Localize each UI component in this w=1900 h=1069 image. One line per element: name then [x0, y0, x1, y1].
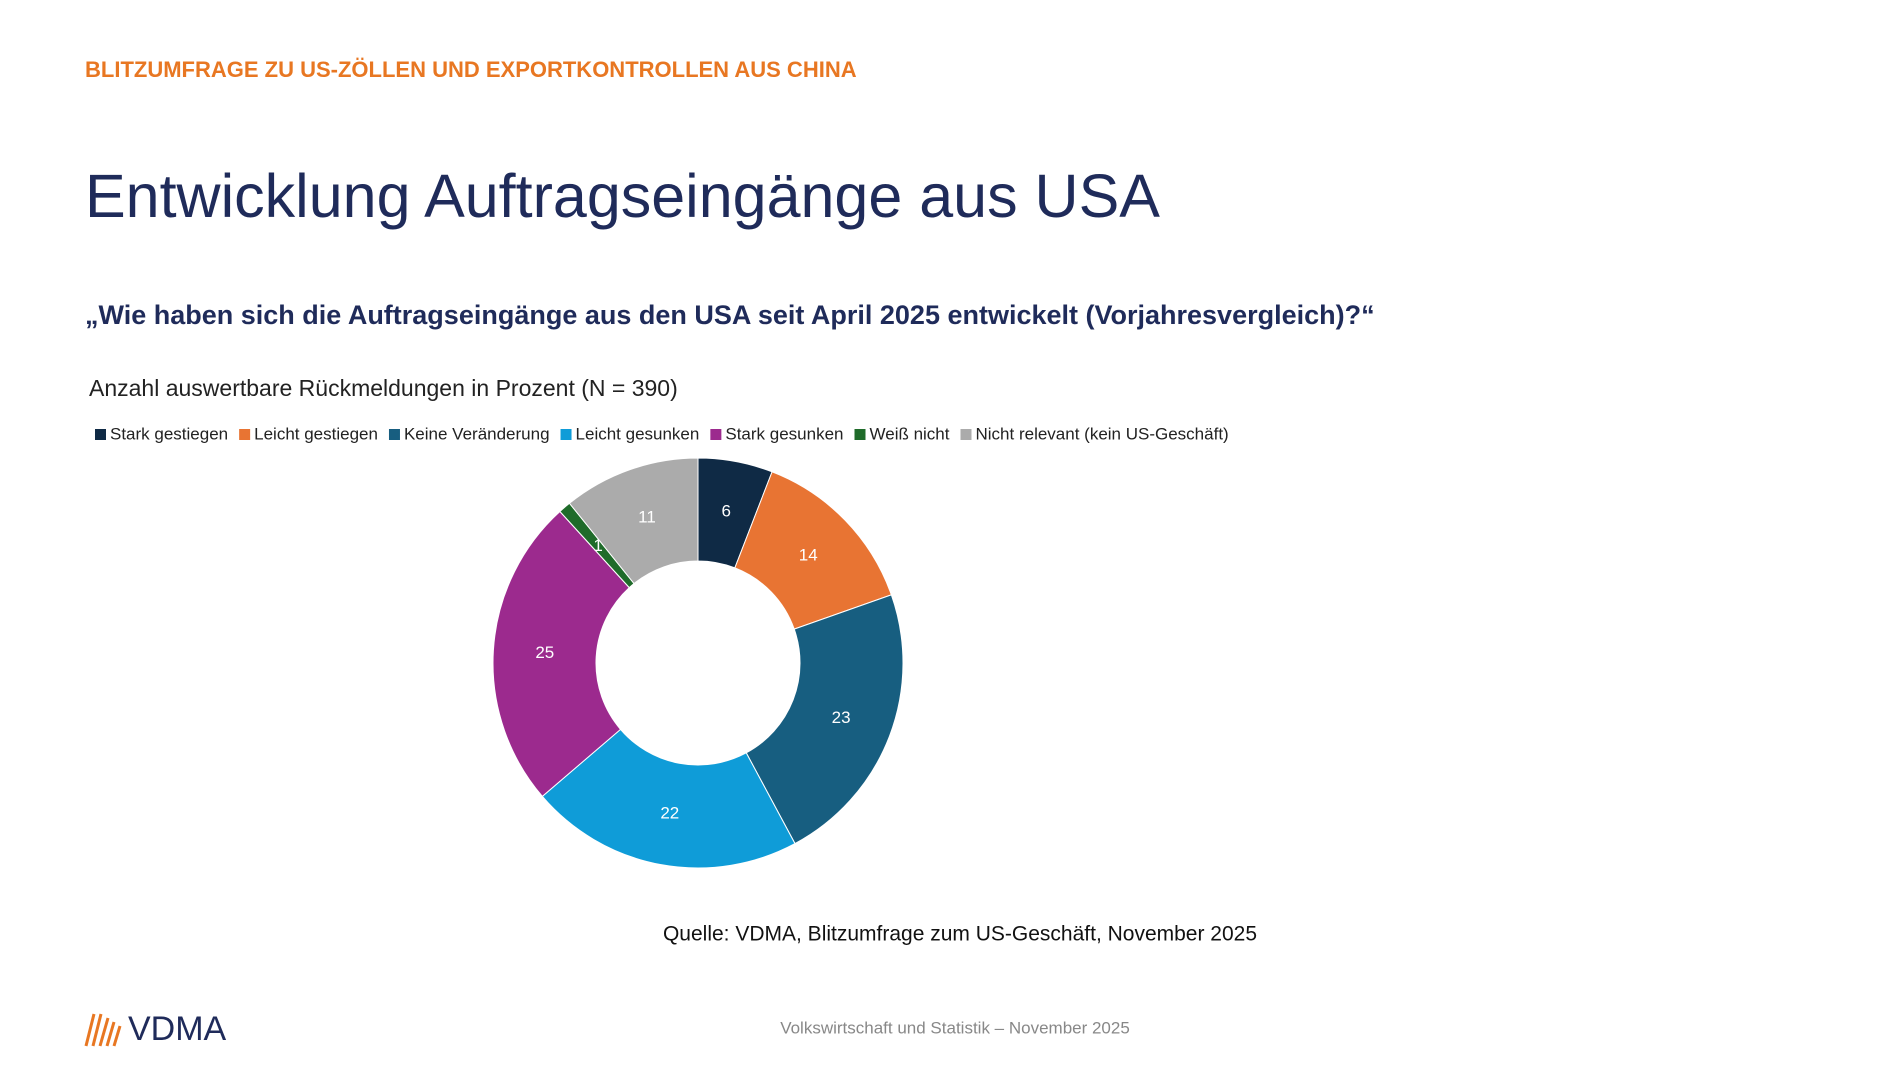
source: Quelle: VDMA, Blitzumfrage zum US-Geschä… [663, 923, 1257, 946]
logo-mark [84, 1013, 122, 1047]
legend-label: Stark gesunken [725, 424, 843, 443]
donut-slice [492, 510, 630, 798]
legend-swatch [710, 429, 722, 440]
legend-label: Nicht relevant (kein US-Geschäft) [976, 424, 1229, 443]
data-label: 6 [721, 502, 730, 521]
donut-slice [568, 457, 699, 585]
chart-title: Anzahl auswertbare Rückmeldungen in Proz… [89, 375, 678, 401]
data-label: 22 [660, 803, 679, 822]
donut-slice [541, 728, 796, 869]
legend-label: Weiß nicht [870, 424, 950, 443]
data-label: 25 [535, 643, 554, 662]
legend-swatch [95, 429, 106, 440]
data-label: 23 [832, 708, 851, 727]
legend-swatch [854, 429, 866, 440]
data-label: 11 [638, 508, 656, 527]
legend-label: Keine Veränderung [404, 424, 550, 443]
legend-label: Leicht gesunken [576, 424, 700, 443]
header: BLITZUMFRAGE ZU US-ZÖLLEN UND EXPORTKONT… [85, 57, 857, 82]
logo: VDMA [128, 1010, 227, 1048]
slide-title: Entwicklung Auftragseingänge aus USA [85, 162, 1160, 230]
legend-swatch [960, 429, 972, 440]
data-label: 14 [799, 546, 818, 565]
data-label: 1 [593, 536, 602, 555]
legend-label: Leicht gestiegen [254, 424, 378, 443]
footer: Volkswirtschaft und Statistik – November… [780, 1018, 1130, 1037]
donut-slice [745, 594, 904, 845]
legend-swatch [239, 429, 251, 440]
question: „Wie haben sich die Auftragseingänge aus… [85, 300, 1375, 330]
legend-label: Stark gestiegen [110, 424, 228, 443]
legend-swatch [560, 429, 572, 440]
legend-swatch [388, 429, 400, 440]
